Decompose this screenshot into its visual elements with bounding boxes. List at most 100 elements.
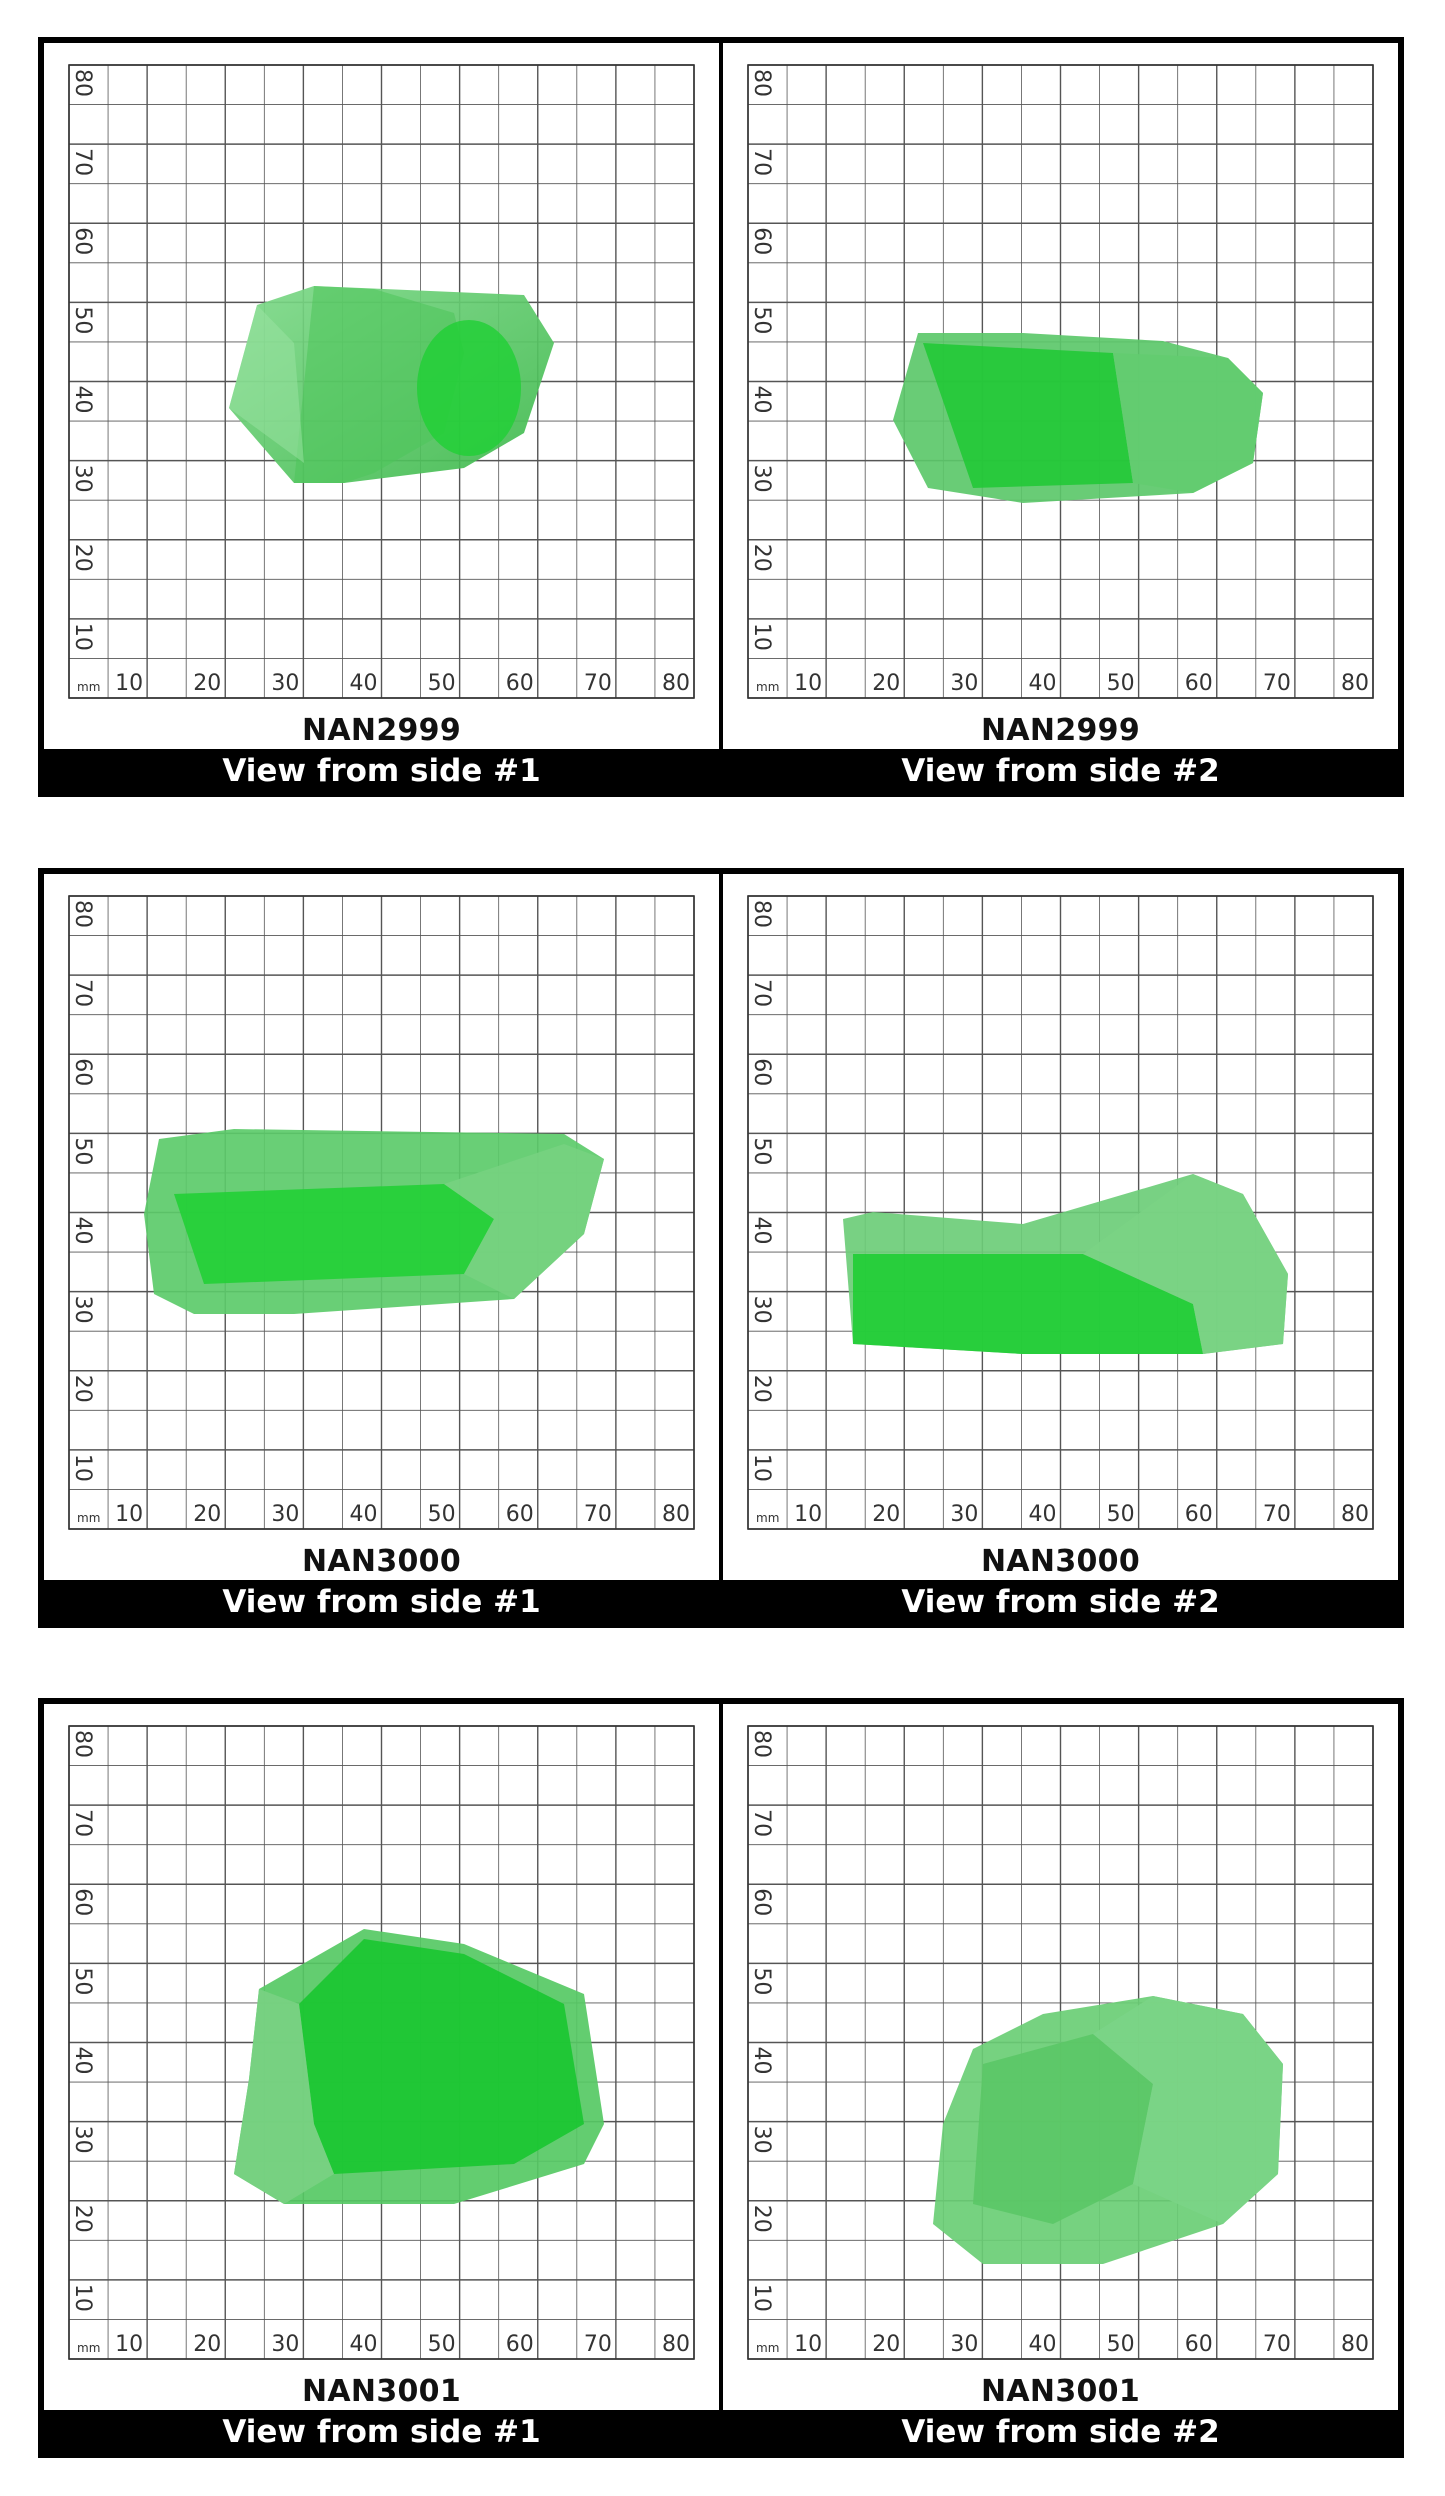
x-tick-label: 80 <box>1341 671 1369 696</box>
x-tick-label: 50 <box>428 2332 456 2357</box>
y-tick-label: 40 <box>70 386 95 414</box>
y-tick-label: 40 <box>70 2047 95 2075</box>
x-tick-label: 30 <box>950 671 978 696</box>
x-tick-label: 70 <box>584 671 612 696</box>
specimen-code: NAN3001 <box>980 2374 1141 2409</box>
x-tick-label: 50 <box>1107 671 1135 696</box>
photo-panel-side-2: mm 10 10 20 20 30 30 40 40 50 50 60 60 70 70 80 80 NAN30… <box>723 874 1398 1580</box>
y-tick-label: 20 <box>749 1375 774 1403</box>
y-tick-label: 30 <box>70 1296 95 1324</box>
y-tick-label: 60 <box>70 227 95 255</box>
y-tick-label: 80 <box>70 69 95 97</box>
x-tick-label: 70 <box>584 2332 612 2357</box>
y-tick-label: 10 <box>749 1454 774 1482</box>
x-tick-label: 60 <box>506 2332 534 2357</box>
mm-grid-photo: mm 10 10 20 20 30 30 40 40 50 50 60 60 70 70 80 80 <box>747 895 1374 1530</box>
y-tick-label: 30 <box>749 1296 774 1324</box>
x-tick-label: 80 <box>1341 1502 1369 1527</box>
view-caption: View from side #1 <box>222 2414 541 2450</box>
y-tick-label: 20 <box>70 1375 95 1403</box>
gemstone-image <box>843 1174 1288 1354</box>
x-tick-label: 80 <box>662 1502 690 1527</box>
specimen-code: NAN2999 <box>980 713 1141 748</box>
unit-label: mm <box>756 2341 779 2355</box>
x-tick-label: 10 <box>115 2332 143 2357</box>
view-caption: View from side #1 <box>222 1584 541 1620</box>
y-tick-label: 80 <box>749 900 774 928</box>
x-tick-label: 80 <box>662 671 690 696</box>
x-tick-label: 50 <box>428 1502 456 1527</box>
x-tick-label: 60 <box>506 671 534 696</box>
y-tick-label: 80 <box>70 900 95 928</box>
y-tick-label: 70 <box>749 979 774 1007</box>
photo-panel-side-2: mm 10 10 20 20 30 30 40 40 50 50 60 60 70 70 80 80 NAN29… <box>723 43 1398 749</box>
y-tick-label: 20 <box>749 2205 774 2233</box>
x-tick-label: 80 <box>662 2332 690 2357</box>
gemstone-image <box>229 286 554 483</box>
y-tick-label: 70 <box>749 148 774 176</box>
y-tick-label: 30 <box>749 465 774 493</box>
x-tick-label: 10 <box>794 2332 822 2357</box>
y-tick-label: 60 <box>70 1888 95 1916</box>
specimen-row-2: mm 10 10 20 20 30 30 40 40 50 50 60 60 70 70 80 80 NAN30… <box>38 868 1404 1628</box>
y-tick-label: 10 <box>749 623 774 651</box>
x-tick-label: 30 <box>271 1502 299 1527</box>
y-tick-label: 20 <box>749 544 774 572</box>
x-tick-label: 70 <box>1263 2332 1291 2357</box>
y-tick-label: 50 <box>70 1967 95 1995</box>
x-tick-label: 50 <box>1107 1502 1135 1527</box>
y-tick-label: 80 <box>749 69 774 97</box>
x-tick-label: 40 <box>350 2332 378 2357</box>
specimen-code: NAN3001 <box>301 2374 462 2409</box>
specimen-row-1: mm 10 10 20 20 30 30 40 40 50 50 60 60 70 70 80 80 NAN29… <box>38 37 1404 797</box>
x-tick-label: 50 <box>428 671 456 696</box>
x-tick-label: 20 <box>193 2332 221 2357</box>
y-tick-label: 30 <box>70 2126 95 2154</box>
x-tick-label: 10 <box>115 671 143 696</box>
y-tick-label: 40 <box>749 386 774 414</box>
view-caption: View from side #2 <box>901 2414 1220 2450</box>
y-tick-label: 60 <box>749 1888 774 1916</box>
mm-grid-photo: mm 10 10 20 20 30 30 40 40 50 50 60 60 70 70 80 80 <box>747 64 1374 699</box>
y-tick-label: 50 <box>749 306 774 334</box>
y-tick-label: 30 <box>749 2126 774 2154</box>
mm-grid-photo: mm 10 10 20 20 30 30 40 40 50 50 60 60 70 70 80 80 <box>68 1725 695 2360</box>
y-tick-label: 30 <box>70 465 95 493</box>
y-tick-label: 40 <box>749 2047 774 2075</box>
unit-label: mm <box>756 1511 779 1525</box>
unit-label: mm <box>77 1511 100 1525</box>
x-tick-label: 20 <box>872 1502 900 1527</box>
x-tick-label: 60 <box>1185 1502 1213 1527</box>
x-tick-label: 70 <box>1263 1502 1291 1527</box>
y-tick-label: 20 <box>70 2205 95 2233</box>
x-tick-label: 30 <box>271 671 299 696</box>
unit-label: mm <box>77 2341 100 2355</box>
y-tick-label: 10 <box>749 2284 774 2312</box>
x-tick-label: 40 <box>1029 671 1057 696</box>
photo-panel-side-1: mm 10 10 20 20 30 30 40 40 50 50 60 60 70 70 80 80 NAN29… <box>44 43 719 749</box>
y-tick-label: 10 <box>70 2284 95 2312</box>
y-tick-label: 60 <box>70 1058 95 1086</box>
specimen-code: NAN3000 <box>301 1544 462 1579</box>
photo-panel-side-1: mm 10 10 20 20 30 30 40 40 50 50 60 60 70 70 80 80 NAN30… <box>44 1704 719 2410</box>
x-tick-label: 40 <box>350 671 378 696</box>
y-tick-label: 70 <box>70 979 95 1007</box>
gemstone-image <box>893 333 1263 503</box>
x-tick-label: 50 <box>1107 2332 1135 2357</box>
y-tick-label: 80 <box>70 1730 95 1758</box>
x-tick-label: 30 <box>950 2332 978 2357</box>
specimen-row-3: mm 10 10 20 20 30 30 40 40 50 50 60 60 70 70 80 80 NAN30… <box>38 1698 1404 2458</box>
x-tick-label: 10 <box>115 1502 143 1527</box>
y-tick-label: 40 <box>70 1217 95 1245</box>
x-tick-label: 20 <box>872 2332 900 2357</box>
photo-panel-side-1: mm 10 10 20 20 30 30 40 40 50 50 60 60 70 70 80 80 NAN30… <box>44 874 719 1580</box>
x-tick-label: 30 <box>271 2332 299 2357</box>
y-tick-label: 70 <box>70 148 95 176</box>
unit-label: mm <box>756 680 779 694</box>
y-tick-label: 10 <box>70 1454 95 1482</box>
y-tick-label: 70 <box>749 1809 774 1837</box>
mm-grid-photo: mm 10 10 20 20 30 30 40 40 50 50 60 60 70 70 80 80 <box>747 1725 1374 2360</box>
photo-panel-side-2: mm 10 10 20 20 30 30 40 40 50 50 60 60 70 70 80 80 NAN30… <box>723 1704 1398 2410</box>
x-tick-label: 80 <box>1341 2332 1369 2357</box>
x-tick-label: 10 <box>794 1502 822 1527</box>
